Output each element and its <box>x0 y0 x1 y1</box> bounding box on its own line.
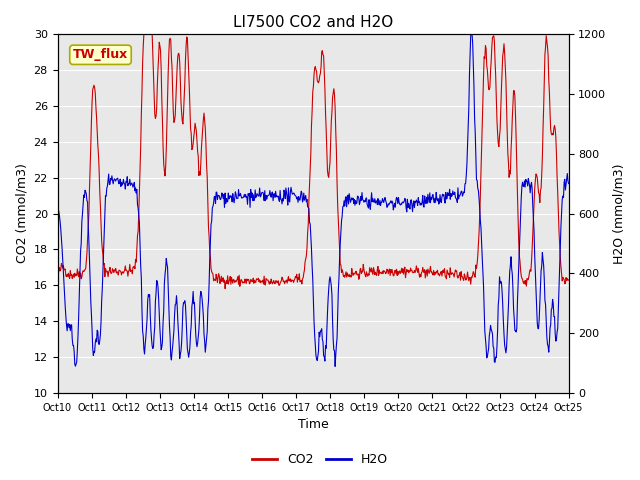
Title: LI7500 CO2 and H2O: LI7500 CO2 and H2O <box>233 15 393 30</box>
Y-axis label: H2O (mmol/m3): H2O (mmol/m3) <box>612 163 625 264</box>
Text: TW_flux: TW_flux <box>73 48 128 61</box>
X-axis label: Time: Time <box>298 419 328 432</box>
Y-axis label: CO2 (mmol/m3): CO2 (mmol/m3) <box>15 164 28 264</box>
Legend: CO2, H2O: CO2, H2O <box>247 448 393 471</box>
